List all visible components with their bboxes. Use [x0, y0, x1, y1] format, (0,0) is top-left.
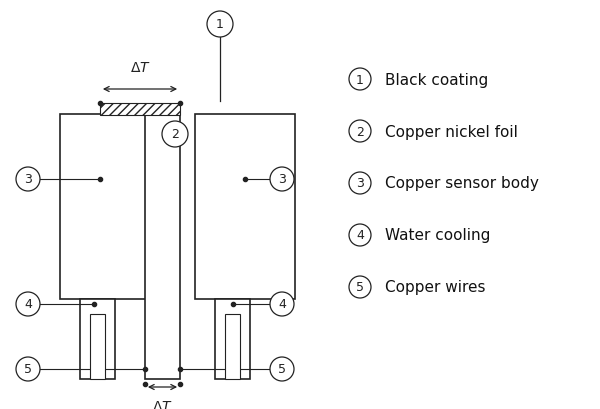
Text: 3: 3	[24, 173, 32, 186]
Text: Copper nickel foil: Copper nickel foil	[385, 124, 518, 139]
Bar	[215, 299, 250, 379]
Circle shape	[270, 292, 294, 316]
Circle shape	[349, 69, 371, 91]
Circle shape	[270, 168, 294, 191]
Text: 2: 2	[171, 128, 179, 141]
Circle shape	[349, 121, 371, 143]
Text: 5: 5	[24, 363, 32, 375]
Text: $\Delta T$: $\Delta T$	[152, 399, 172, 409]
Circle shape	[16, 292, 40, 316]
Circle shape	[349, 173, 371, 195]
Text: 2: 2	[356, 125, 364, 138]
Text: 4: 4	[278, 298, 286, 311]
Bar	[90, 314, 105, 379]
Circle shape	[16, 168, 40, 191]
Text: 1: 1	[216, 18, 224, 31]
Text: Water cooling: Water cooling	[385, 228, 490, 243]
Circle shape	[270, 357, 294, 381]
Text: 5: 5	[356, 281, 364, 294]
Circle shape	[349, 225, 371, 246]
Text: $\Delta T$: $\Delta T$	[130, 61, 151, 75]
Bar	[100, 104, 180, 116]
Text: 4: 4	[356, 229, 364, 242]
Text: 5: 5	[278, 363, 286, 375]
Bar	[60, 115, 160, 299]
Circle shape	[16, 357, 40, 381]
Bar	[145, 110, 180, 379]
Text: 3: 3	[278, 173, 286, 186]
Text: 4: 4	[24, 298, 32, 311]
Text: Copper sensor body: Copper sensor body	[385, 176, 539, 191]
Circle shape	[207, 12, 233, 38]
Text: 3: 3	[356, 177, 364, 190]
Bar	[80, 299, 115, 379]
Text: Copper wires: Copper wires	[385, 280, 485, 295]
Bar	[195, 115, 295, 299]
Text: 1: 1	[356, 73, 364, 86]
Circle shape	[162, 122, 188, 148]
Text: Black coating: Black coating	[385, 72, 488, 87]
Circle shape	[349, 276, 371, 298]
Bar	[225, 314, 240, 379]
